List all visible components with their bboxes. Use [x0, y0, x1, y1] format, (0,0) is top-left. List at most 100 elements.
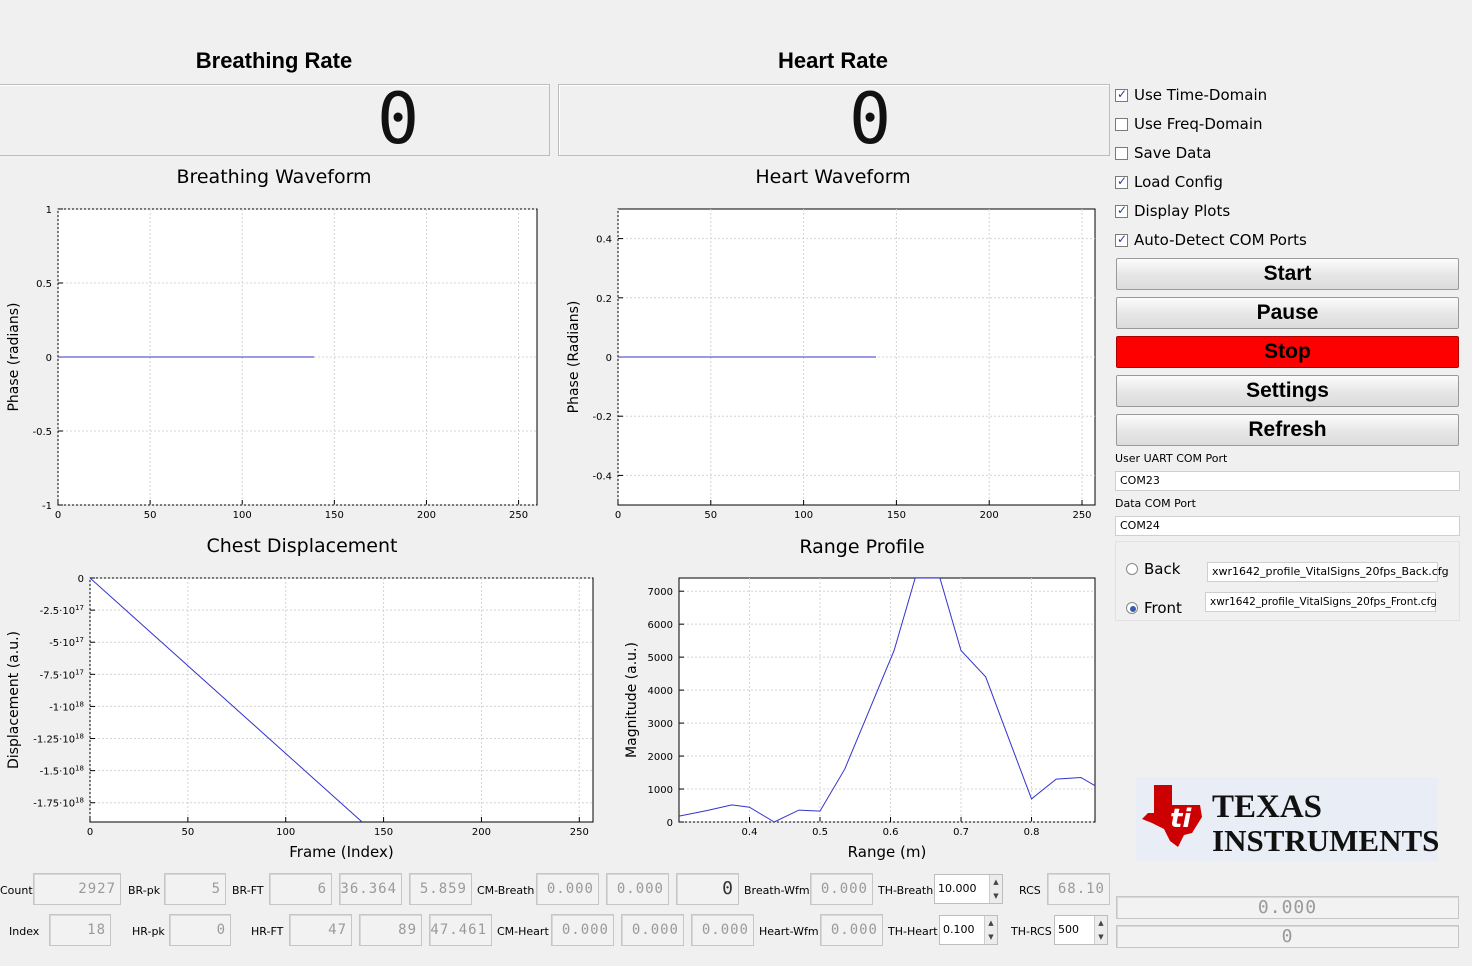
y-axis-label: Magnitude (a.u.) — [624, 642, 640, 758]
back-radio[interactable] — [1126, 563, 1138, 575]
hrft-label: HR-FT — [251, 925, 284, 938]
front-radio[interactable] — [1126, 602, 1138, 614]
th-breath-arrows-icon[interactable]: ▲ ▼ — [989, 875, 1002, 903]
checkbox[interactable] — [1115, 87, 1128, 102]
checkbox[interactable] — [1115, 146, 1128, 160]
cm-breath-value-2: 0.000 — [606, 873, 669, 905]
th-heart-arrows-icon[interactable]: ▲ ▼ — [984, 916, 997, 944]
option-label: Save Data — [1134, 144, 1212, 162]
checkbox[interactable] — [1115, 232, 1128, 247]
x-tick-label: 50 — [144, 510, 157, 521]
option-load-config[interactable]: Load Config — [1115, 171, 1223, 193]
front-radio-option[interactable]: Front — [1126, 599, 1182, 617]
br-value-2: 5.859 — [409, 873, 472, 905]
x-tick-label: 0.6 — [883, 827, 899, 838]
data-port-label: Data COM Port — [1115, 497, 1196, 510]
y-tick-label: 0.5 — [36, 279, 52, 290]
front-config-field[interactable]: xwr1642_profile_VitalSigns_20fps_Front.c… — [1205, 592, 1437, 612]
brpk-value: 5 — [164, 873, 226, 905]
range-profile-plot: 0.4 0.5 0.6 0.7 0.8 0 1000 2000 3000 4000 5000 6000… — [624, 577, 1096, 861]
option-use-time-domain[interactable]: Use Time-Domain — [1115, 84, 1267, 106]
th-rcs-label: TH-RCS — [1011, 925, 1052, 938]
breathing-rate-display: 0 — [0, 79, 550, 159]
th-breath-spinbox[interactable]: 10.000 ▲ ▼ — [934, 874, 1003, 904]
x-tick-label: 200 — [417, 510, 436, 521]
ti-logo: ti TEXAS INSTRUMENTS — [1136, 777, 1439, 861]
y-tick-label: 0 — [78, 574, 84, 585]
x-tick-label: 0.7 — [953, 827, 969, 838]
index-value: 18 — [49, 914, 111, 946]
th-breath-value: 10.000 — [938, 882, 977, 895]
y-tick-label: -1·1018 — [49, 700, 84, 713]
x-tick-label: 50 — [181, 827, 194, 838]
count-label: Count — [0, 884, 33, 897]
stop-button[interactable]: Stop — [1116, 336, 1459, 368]
th-rcs-spinbox[interactable]: 500 ▲ ▼ — [1054, 915, 1108, 945]
y-tick-label: 0.4 — [596, 235, 612, 246]
th-rcs-arrows-icon[interactable]: ▲ ▼ — [1094, 916, 1107, 944]
x-tick-label: 250 — [570, 827, 589, 838]
option-save-data[interactable]: Save Data — [1115, 142, 1211, 164]
y-tick-label: -5·1017 — [49, 636, 84, 649]
option-label: Auto-Detect COM Ports — [1134, 231, 1307, 249]
checkbox[interactable] — [1115, 174, 1128, 189]
th-heart-spinbox[interactable]: 0.100 ▲ ▼ — [939, 915, 998, 945]
plot-area — [89, 577, 594, 823]
back-radio-option[interactable]: Back — [1126, 560, 1180, 578]
series-line — [90, 578, 363, 822]
brft-value: 6 — [269, 873, 332, 905]
data-port-field[interactable]: COM24 — [1115, 516, 1460, 536]
x-axis-label: Frame (Index) — [289, 843, 394, 861]
y-tick-label: 3000 — [648, 719, 673, 730]
option-label: Use Time-Domain — [1134, 86, 1268, 104]
y-tick-label: -2.5·1017 — [40, 604, 84, 617]
checkbox[interactable] — [1115, 117, 1128, 131]
checkbox[interactable] — [1115, 203, 1128, 218]
x-axis-label: Range (m) — [848, 843, 927, 861]
hr-value-1: 89 — [359, 914, 422, 946]
pause-button[interactable]: Pause — [1116, 297, 1459, 329]
cm-breath-value-3: 0 — [676, 873, 739, 905]
uart-port-label: User UART COM Port — [1115, 452, 1228, 465]
th-heart-value: 0.100 — [943, 923, 975, 936]
back-config-field[interactable]: xwr1642_profile_VitalSigns_20fps_Back.cf… — [1207, 562, 1449, 582]
x-tick-label: 0.8 — [1024, 827, 1040, 838]
count-value: 2927 — [33, 873, 121, 905]
br-value-1: 36.364 — [339, 873, 402, 905]
heart-rate-value: 0 — [849, 78, 892, 160]
y-tick-label: 1000 — [648, 785, 673, 796]
settings-button[interactable]: Settings — [1116, 375, 1459, 407]
cm-heart-label: CM-Heart — [497, 925, 549, 938]
y-tick-label: 6000 — [648, 620, 673, 631]
cm-heart-value-3: 0.000 — [691, 914, 754, 946]
option-display-plots[interactable]: Display Plots — [1115, 200, 1230, 222]
index-label: Index — [9, 925, 40, 938]
y-tick-label: 7000 — [648, 587, 673, 598]
y-tick-label: -1.5·1018 — [40, 765, 84, 778]
uart-port-field[interactable]: COM23 — [1115, 471, 1460, 491]
start-button[interactable]: Start — [1116, 258, 1459, 290]
cm-breath-label: CM-Breath — [477, 884, 535, 897]
right-lcd-2: 0 — [1116, 925, 1459, 948]
option-use-freq-domain[interactable]: Use Freq-Domain — [1115, 113, 1263, 135]
y-tick-label: 0 — [46, 353, 52, 364]
heart-waveform-plot: 0 50 100 150 200 250 -0.4 -0.2 0 0.2 0.4 Phase (Rad… — [566, 208, 1096, 521]
range-profile-title: Range Profile — [799, 536, 925, 558]
y-tick-label: -0.5 — [32, 427, 52, 438]
heart-rate-display: 0 — [558, 79, 1110, 159]
svg-text:ti: ti — [1170, 804, 1192, 834]
heart-waveform-title: Heart Waveform — [755, 166, 911, 188]
y-tick-label: -1.75·1018 — [33, 797, 84, 810]
front-radio-label: Front — [1144, 599, 1182, 617]
option-auto-detect-com-ports[interactable]: Auto-Detect COM Ports — [1115, 229, 1307, 251]
refresh-button[interactable]: Refresh — [1116, 414, 1459, 446]
heart-rate-title: Heart Rate — [777, 48, 889, 73]
y-tick-label: -7.5·1017 — [40, 668, 84, 681]
x-tick-label: 0 — [615, 510, 621, 521]
hrpk-label: HR-pk — [132, 925, 165, 938]
plots-canvas: 0 50 100 150 200 250 -1 -0.5 0 0.5 1 Phase (radians… — [6, 205, 1096, 861]
brft-label: BR-FT — [232, 884, 264, 897]
y-axis-label: Phase (Radians) — [566, 301, 582, 414]
x-tick-label: 50 — [704, 510, 717, 521]
x-tick-label: 100 — [233, 510, 252, 521]
